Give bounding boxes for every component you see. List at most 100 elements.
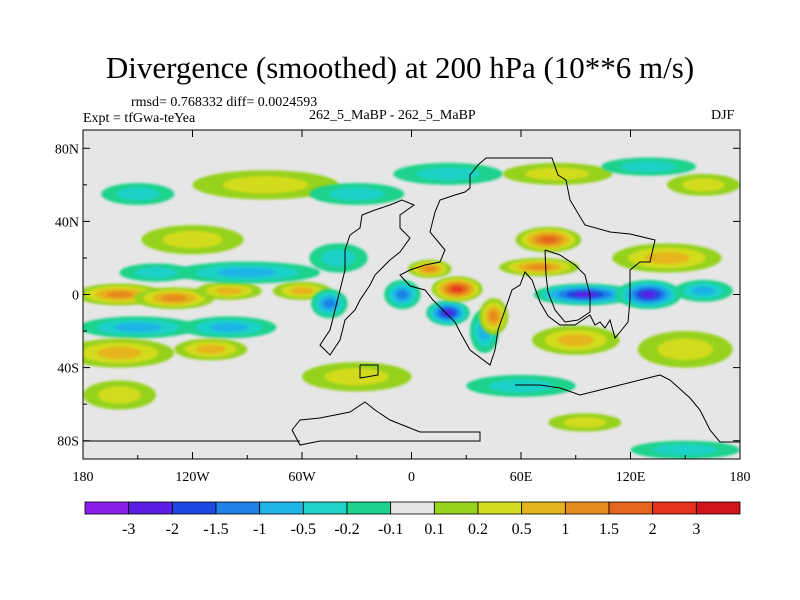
contour-band [116, 187, 160, 201]
colorbar-label: 0.5 [512, 521, 532, 538]
field-feature [302, 362, 412, 392]
contour-band [396, 289, 409, 300]
contour-band [161, 294, 188, 302]
colorbar-swatch [477, 501, 523, 515]
colorbar: -3 -2 -1.5 -1 -0.5 -0.2 -0.1 0.1 0.2 0.5 1 1.5 2 3 [84, 501, 741, 538]
field-feature [515, 226, 582, 253]
colorbar-label: -0.1 [378, 521, 403, 538]
colorbar-swatch [390, 501, 435, 515]
x-tick-label: 120E [616, 470, 646, 485]
y-axis: 80N 40N 0 40S 80S [55, 142, 740, 450]
coastlines [83, 157, 740, 446]
season-label: DJF [711, 108, 735, 123]
continent-outline [544, 249, 591, 323]
experiment-label: Expt = tfGwa-teYea [83, 111, 196, 126]
x-tick-label: 180 [730, 470, 751, 485]
colorbar-label: 1.5 [599, 521, 619, 538]
colorbar-label: 0.2 [468, 521, 488, 538]
field-feature [499, 257, 580, 277]
contour-band [526, 264, 553, 270]
contour-band [323, 298, 336, 309]
contour-band [489, 379, 553, 393]
field-feature [83, 380, 156, 410]
contour-band [422, 266, 437, 272]
field-feature [431, 276, 483, 302]
contour-band [321, 249, 356, 267]
contour-band [98, 386, 141, 404]
field-feature [83, 316, 197, 339]
contour-band [195, 344, 226, 354]
field-feature [141, 225, 244, 255]
contour-band [105, 291, 134, 298]
colorbar-swatch [564, 501, 610, 515]
field-feature [601, 157, 697, 176]
y-tick-label: 80S [57, 435, 79, 450]
continent-outline [515, 374, 661, 396]
contour-band [682, 178, 725, 192]
case-label: 262_5_MaBP - 262_5_MaBP [309, 108, 476, 123]
colorbar-swatch [215, 501, 261, 515]
field-feature [83, 283, 164, 306]
colorbar-swatch [128, 501, 173, 515]
continent-outline [399, 157, 656, 366]
contour-band [324, 368, 389, 386]
colorbar-swatch [302, 501, 348, 515]
field-feature [309, 243, 368, 273]
colorbar-swatch [259, 501, 304, 515]
colorbar-swatch [652, 501, 697, 515]
colorbar-swatch [433, 501, 479, 515]
contour-band [443, 309, 453, 316]
colorbar-label: 3 [692, 521, 700, 538]
field-feature [393, 162, 503, 185]
field-feature [548, 413, 622, 432]
contour-band [573, 292, 597, 297]
continent-outline [359, 364, 379, 379]
colorbar-swatch [608, 501, 654, 515]
continent-outline [319, 199, 416, 356]
contour-band [209, 322, 249, 332]
contour-band [644, 251, 690, 264]
contour-band [329, 187, 385, 201]
contour-band [657, 338, 713, 360]
contour-band [416, 167, 480, 181]
contour-band [653, 444, 718, 456]
x-tick-label: 0 [408, 470, 415, 485]
y-tick-label: 40S [57, 362, 79, 377]
field-feature [101, 183, 175, 205]
contour-band [96, 346, 143, 360]
contour-band [557, 334, 594, 347]
colorbar-label: -1.5 [203, 521, 228, 538]
colorbar-swatch [171, 501, 217, 515]
field-feature [309, 183, 405, 205]
contour-band [563, 417, 607, 428]
colorbar-label: 0.1 [424, 521, 444, 538]
field-feature [630, 440, 740, 459]
contour-band [621, 161, 677, 172]
field-feature [667, 173, 740, 196]
continent-outline [291, 401, 481, 446]
field-feature [119, 263, 193, 282]
x-tick-label: 60W [288, 470, 316, 485]
contour-band [222, 176, 309, 194]
continent-outline [659, 374, 740, 443]
field-feature [407, 259, 452, 279]
colorbar-label: 1 [561, 521, 569, 538]
colorbar-label: -0.5 [291, 521, 316, 538]
colorbar-label: -3 [122, 521, 135, 538]
colorbar-label: -1 [253, 521, 266, 538]
field-feature [615, 279, 682, 310]
colorbar-swatch [346, 501, 392, 515]
colorbar-label: 2 [649, 521, 657, 538]
field-feature [674, 279, 733, 302]
chart-title: Divergence (smoothed) at 200 hPa (10**6 … [105, 50, 695, 85]
x-tick-label: 120W [175, 470, 210, 485]
y-tick-label: 80N [55, 142, 79, 157]
y-tick-label: 0 [72, 289, 79, 304]
contour-band [691, 286, 716, 296]
contour-band [539, 236, 557, 243]
field-feature [531, 325, 620, 355]
contour-band [451, 286, 463, 292]
colorbar-label: -0.2 [334, 521, 359, 538]
field-feature [174, 261, 321, 284]
